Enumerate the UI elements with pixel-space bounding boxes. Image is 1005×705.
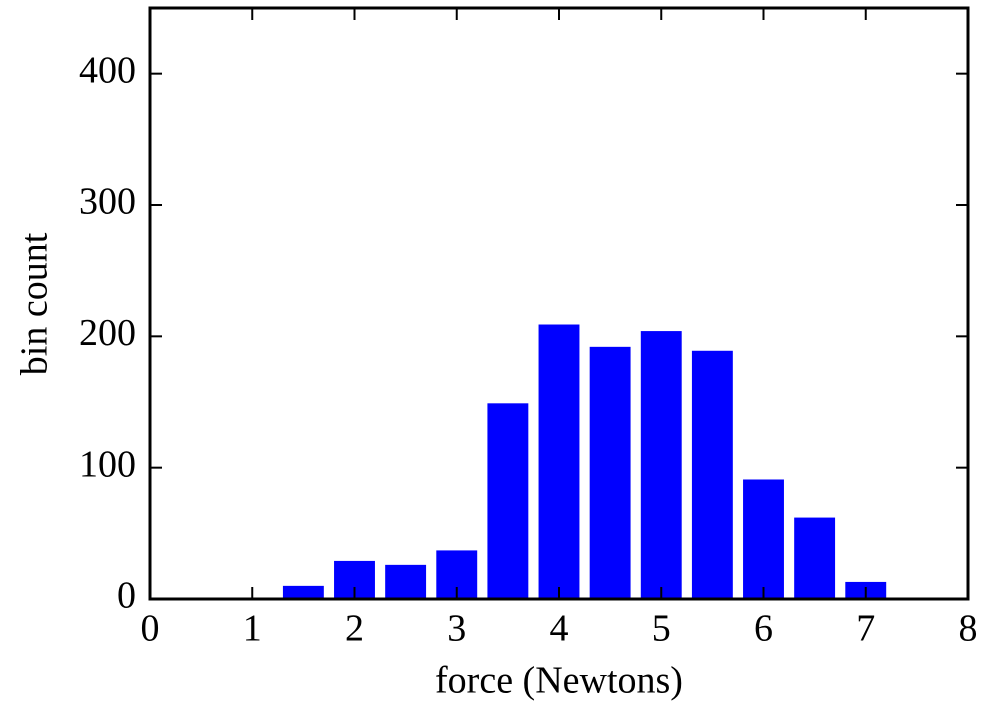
bar <box>282 585 324 599</box>
bar <box>794 517 836 599</box>
x-tick-label: 7 <box>856 608 875 650</box>
bar <box>385 564 427 599</box>
x-tick-label: 6 <box>754 608 773 650</box>
x-tick-label: 4 <box>550 608 569 650</box>
bar <box>589 346 631 599</box>
y-tick-label: 300 <box>79 181 136 223</box>
y-tick-label: 400 <box>79 49 136 91</box>
x-tick-label: 0 <box>141 608 160 650</box>
bar <box>487 403 529 599</box>
bar <box>640 331 682 599</box>
plot-frame <box>148 6 970 601</box>
y-tick-label: 100 <box>79 443 136 485</box>
y-tick-label: 200 <box>79 312 136 354</box>
y-tick-label: 0 <box>117 575 136 617</box>
x-tick-label: 1 <box>243 608 262 650</box>
x-tick-label: 2 <box>345 608 364 650</box>
x-tick-label: 3 <box>447 608 466 650</box>
y-axis-label: bin count <box>14 232 56 375</box>
bar <box>538 324 580 599</box>
x-tick-label: 8 <box>959 608 978 650</box>
x-axis-label: force (Newtons) <box>435 660 683 702</box>
bar <box>691 350 733 599</box>
bar <box>743 479 784 599</box>
x-tick-label: 5 <box>652 608 671 650</box>
